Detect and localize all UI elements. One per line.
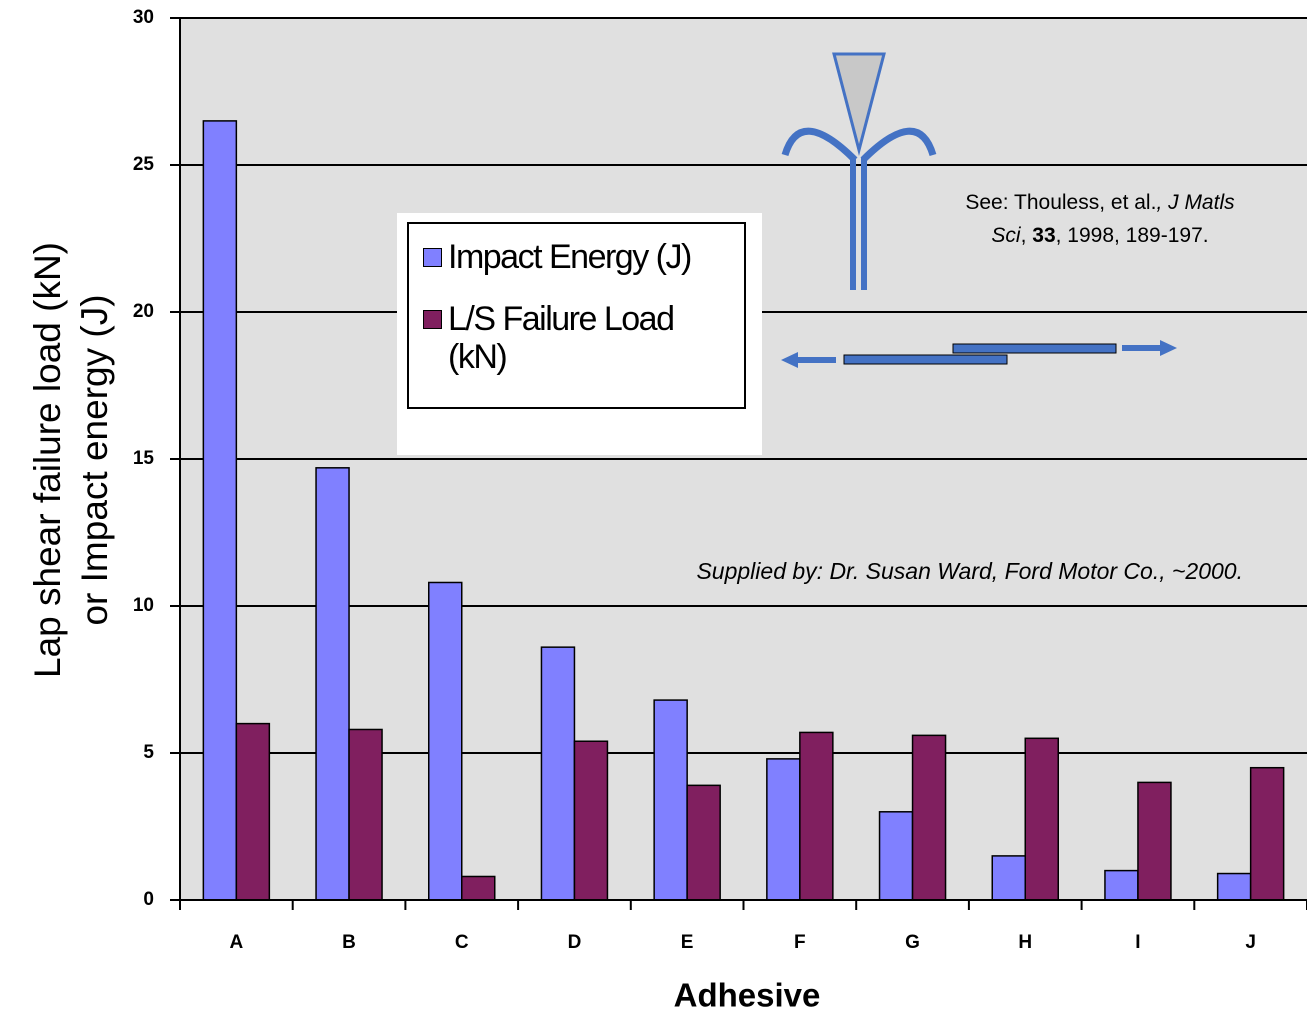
- legend-label: Impact Energy (J): [448, 238, 691, 276]
- bar: [992, 856, 1025, 900]
- citation-part: ,: [1156, 191, 1168, 214]
- x-tick-label: B: [342, 932, 356, 953]
- bar: [203, 121, 236, 900]
- bar: [462, 876, 495, 900]
- bar: [1025, 738, 1058, 900]
- bar: [1218, 874, 1251, 900]
- x-tick-label: J: [1245, 932, 1256, 953]
- bar: [429, 582, 462, 900]
- x-tick-label: D: [568, 932, 582, 953]
- bar: [880, 812, 913, 900]
- legend-swatch: [423, 310, 442, 329]
- citation-line-1: See: Thouless, et al., J Matls: [965, 191, 1235, 214]
- y-axis-title: Lap shear failure load (kN): [27, 242, 68, 678]
- bar: [236, 724, 269, 900]
- bar: [767, 759, 800, 900]
- bar: [574, 741, 607, 900]
- legend-entry: Impact Energy (J): [423, 238, 738, 276]
- note: Supplied by: Dr. Susan Ward, Ford Motor …: [696, 558, 1243, 584]
- y-axis-title: or Impact energy (J): [74, 294, 115, 625]
- y-tick-label: 30: [133, 7, 154, 28]
- bar: [1251, 768, 1284, 900]
- lap-plate-upper: [953, 344, 1116, 353]
- bar: [800, 732, 833, 900]
- bar: [654, 700, 687, 900]
- y-tick-label: 20: [133, 301, 154, 322]
- bar: [316, 468, 349, 900]
- x-tick-label: C: [455, 932, 469, 953]
- bar: [541, 647, 574, 900]
- citation-part: ,: [1021, 224, 1033, 247]
- x-tick-label: E: [681, 932, 694, 953]
- citation-part: 33: [1032, 224, 1055, 247]
- y-tick-label: 5: [143, 742, 154, 763]
- citation-part: J Matls: [1167, 191, 1235, 214]
- legend-swatch: [423, 248, 442, 267]
- x-tick-label: I: [1135, 932, 1140, 953]
- x-tick-label: F: [794, 932, 806, 953]
- legend: Impact Energy (J) L/S Failure Load (kN): [407, 222, 746, 409]
- page: 0 5 10 15 20 25 30 A B C D E F G H I J See: Thouless, et…: [0, 0, 1307, 1016]
- x-axis-title: Adhesive: [674, 977, 821, 1014]
- bar: [349, 729, 382, 900]
- y-tick-label: 0: [143, 889, 154, 910]
- legend-entry: L/S Failure Load (kN): [423, 300, 738, 376]
- citation-part: , 1998, 189-197.: [1056, 224, 1209, 247]
- y-tick-label: 25: [133, 154, 155, 175]
- bar: [687, 785, 720, 900]
- citation-part: See: Thouless, et al.: [965, 191, 1156, 214]
- citation-part: Sci: [991, 224, 1022, 247]
- bar: [1105, 871, 1138, 900]
- y-tick-label: 15: [133, 448, 155, 469]
- x-tick-label: H: [1018, 932, 1032, 953]
- chart: 0 5 10 15 20 25 30 A B C D E F G H I J See: Thouless, et…: [0, 0, 1307, 1016]
- citation-line-2: Sci, 33, 1998, 189-197.: [991, 224, 1208, 247]
- bar: [1138, 782, 1171, 900]
- x-tick-label: G: [905, 932, 920, 953]
- bar: [913, 735, 946, 900]
- lap-plate-lower: [844, 355, 1007, 364]
- y-tick-label: 10: [133, 595, 154, 616]
- x-tick-label: A: [229, 932, 243, 953]
- legend-label: L/S Failure Load (kN): [448, 300, 738, 376]
